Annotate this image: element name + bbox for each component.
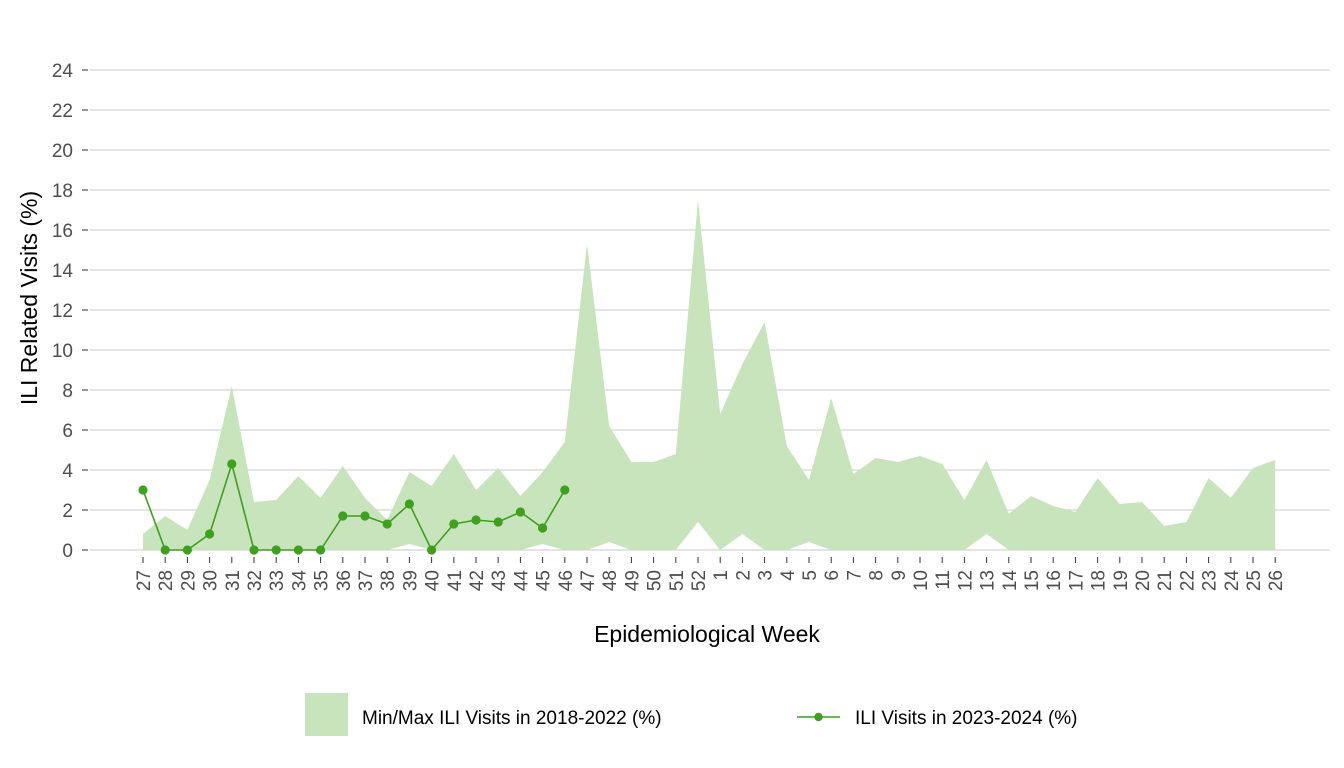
x-axis: 27 28 29 30 31 32 33 34 35 36 37 38 39 40 41 42 43 44 45 46… — [134, 557, 1287, 591]
x-tick-label-26: 26 — [1266, 570, 1287, 591]
series-point-39 — [404, 499, 414, 509]
legend: Min/Max ILI Visits in 2018-2022 (%) ILI … — [305, 693, 1078, 736]
series-point-42 — [471, 515, 481, 525]
x-tick-label-5: 5 — [800, 570, 821, 581]
y-tick-label-10: 10 — [52, 341, 73, 362]
x-tick-label-3: 3 — [756, 570, 777, 581]
y-tick-label-12: 12 — [52, 301, 73, 322]
x-tick-label-47: 47 — [578, 570, 599, 591]
x-tick-label-28: 28 — [156, 570, 177, 591]
x-tick-label-2: 2 — [733, 570, 754, 581]
series-point-40 — [427, 545, 437, 555]
y-tick-label-22: 22 — [52, 101, 73, 122]
x-tick-label-13: 13 — [978, 570, 999, 591]
y-tick-label-14: 14 — [52, 261, 74, 282]
x-tick-label-45: 45 — [534, 570, 555, 591]
x-tick-label-35: 35 — [312, 570, 333, 591]
y-tick-label-8: 8 — [62, 381, 73, 402]
x-tick-label-11: 11 — [933, 570, 954, 590]
x-tick-label-36: 36 — [334, 570, 355, 591]
x-tick-label-52: 52 — [689, 570, 710, 591]
x-tick-label-30: 30 — [201, 570, 222, 591]
x-tick-label-48: 48 — [600, 570, 621, 591]
x-tick-label-27: 27 — [134, 570, 155, 591]
series-point-38 — [382, 519, 392, 529]
series-point-31 — [227, 459, 237, 469]
x-tick-label-15: 15 — [1022, 570, 1043, 591]
series-point-41 — [449, 519, 459, 529]
x-tick-label-17: 17 — [1066, 570, 1087, 591]
y-tick-label-0: 0 — [62, 541, 73, 562]
y-tick-label-20: 20 — [52, 141, 73, 162]
legend-band-label: Min/Max ILI Visits in 2018-2022 (%) — [362, 708, 662, 729]
x-axis-title: Epidemiological Week — [594, 621, 820, 647]
y-tick-label-16: 16 — [52, 221, 73, 242]
series-point-29 — [182, 545, 192, 555]
series-point-28 — [160, 545, 170, 555]
x-tick-label-41: 41 — [445, 570, 466, 591]
x-tick-label-21: 21 — [1155, 570, 1176, 591]
legend-band-swatch — [305, 693, 348, 736]
x-tick-label-50: 50 — [645, 570, 666, 591]
x-tick-label-34: 34 — [289, 570, 310, 592]
series-point-27 — [138, 485, 148, 495]
series-point-46 — [560, 485, 570, 495]
x-tick-label-8: 8 — [867, 570, 888, 581]
x-tick-label-32: 32 — [245, 570, 266, 591]
x-tick-label-23: 23 — [1200, 570, 1221, 591]
x-tick-label-6: 6 — [822, 570, 843, 581]
x-tick-label-33: 33 — [267, 570, 288, 591]
x-tick-label-42: 42 — [467, 570, 488, 591]
y-tick-label-6: 6 — [62, 421, 73, 442]
x-tick-label-38: 38 — [378, 570, 399, 591]
min-max-band — [143, 200, 1276, 550]
series-point-37 — [360, 511, 370, 521]
series-point-45 — [538, 523, 548, 533]
x-tick-label-43: 43 — [489, 570, 510, 591]
x-tick-label-40: 40 — [423, 570, 444, 591]
x-tick-label-49: 49 — [622, 570, 643, 591]
y-tick-label-4: 4 — [62, 461, 73, 482]
series-2023-2024 — [138, 459, 570, 555]
series-point-30 — [205, 529, 215, 539]
x-tick-label-24: 24 — [1222, 570, 1243, 592]
x-tick-label-18: 18 — [1089, 570, 1110, 591]
x-tick-label-39: 39 — [400, 570, 421, 591]
legend-series-label: ILI Visits in 2023-2024 (%) — [855, 708, 1078, 729]
y-tick-label-24: 24 — [52, 61, 74, 82]
band-area — [143, 200, 1276, 550]
series-point-43 — [493, 517, 503, 527]
series-point-44 — [515, 507, 526, 517]
series-point-36 — [338, 511, 348, 521]
y-axis-title: ILI Related Visits (%) — [16, 191, 42, 405]
series-point-32 — [249, 545, 259, 555]
x-tick-label-25: 25 — [1244, 570, 1265, 591]
series-point-34 — [293, 545, 303, 555]
x-tick-label-16: 16 — [1044, 570, 1065, 591]
x-tick-label-37: 37 — [356, 570, 377, 591]
y-tick-label-18: 18 — [52, 181, 73, 202]
x-tick-label-31: 31 — [223, 570, 244, 591]
y-tick-label-2: 2 — [62, 501, 73, 522]
x-tick-label-7: 7 — [844, 570, 865, 581]
x-tick-label-22: 22 — [1177, 570, 1198, 591]
x-tick-label-20: 20 — [1133, 570, 1154, 591]
x-tick-label-14: 14 — [1000, 570, 1021, 592]
series-point-33 — [271, 545, 281, 555]
x-tick-label-1: 1 — [711, 570, 732, 581]
x-tick-label-46: 46 — [556, 570, 577, 591]
x-tick-label-10: 10 — [911, 570, 932, 591]
legend-series-marker — [814, 712, 823, 722]
x-tick-label-51: 51 — [667, 570, 688, 591]
x-tick-label-19: 19 — [1111, 570, 1132, 591]
x-tick-label-12: 12 — [955, 570, 976, 591]
x-tick-label-29: 29 — [178, 570, 199, 591]
x-tick-label-4: 4 — [778, 570, 799, 581]
series-point-35 — [316, 545, 326, 555]
x-tick-label-44: 44 — [511, 570, 532, 592]
x-tick-label-9: 9 — [889, 570, 910, 581]
